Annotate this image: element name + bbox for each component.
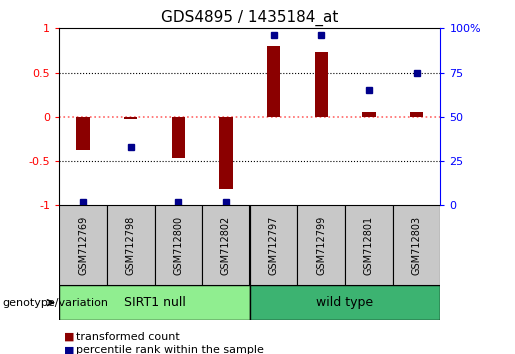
Text: GSM712769: GSM712769 [78,216,88,275]
Bar [124,117,138,120]
Bar [250,205,297,285]
Text: GSM712801: GSM712801 [364,216,374,275]
Text: ■: ■ [64,332,75,342]
Bar [315,52,328,117]
Bar [76,117,90,150]
Bar [107,205,154,285]
Bar [59,205,107,285]
Text: SIRT1 null: SIRT1 null [124,296,185,309]
Bar [297,205,345,285]
Text: GSM712797: GSM712797 [269,216,279,275]
Bar [345,205,392,285]
Text: GSM712800: GSM712800 [174,216,183,275]
Bar [362,112,375,117]
Text: genotype/variation: genotype/variation [3,298,109,308]
Text: GSM712803: GSM712803 [411,216,421,275]
Bar [171,117,185,159]
Bar [410,113,423,117]
Text: percentile rank within the sample: percentile rank within the sample [76,346,264,354]
Bar [59,285,250,320]
Bar [154,205,202,285]
Text: ■: ■ [64,346,75,354]
Bar [202,205,250,285]
Bar [267,46,280,117]
Bar [219,117,233,189]
Text: GSM712799: GSM712799 [316,216,326,275]
Text: GSM712802: GSM712802 [221,216,231,275]
Text: wild type: wild type [317,296,373,309]
Bar [392,205,440,285]
Text: transformed count: transformed count [76,332,180,342]
Text: GSM712798: GSM712798 [126,216,135,275]
Title: GDS4895 / 1435184_at: GDS4895 / 1435184_at [161,9,338,25]
Bar [250,285,440,320]
